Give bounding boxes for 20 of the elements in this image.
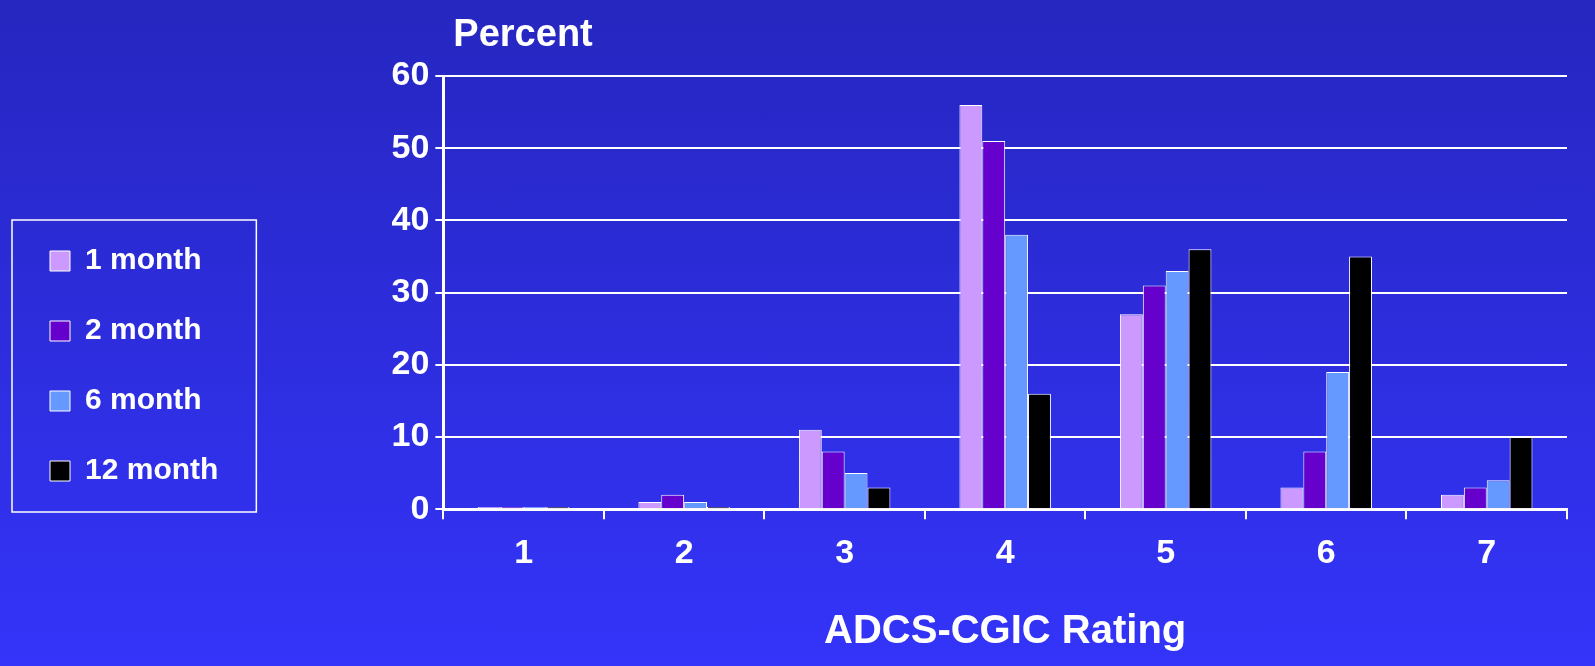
x-axis-title: ADCS-CGIC Rating [824, 607, 1187, 652]
y-tick-label: 20 [391, 343, 430, 382]
x-tick-label: 6 [1316, 531, 1336, 570]
legend-label: 2 month [85, 312, 202, 346]
x-tick-label: 4 [995, 531, 1015, 570]
y-tick-label: 40 [391, 198, 430, 237]
x-tick-label: 5 [1156, 531, 1176, 570]
y-tick-label: 10 [391, 415, 430, 454]
y-tick-label: 50 [391, 126, 430, 165]
legend-label: 12 month [85, 452, 219, 486]
legend-label: 6 month [85, 382, 202, 416]
y-tick-label: 0 [410, 487, 430, 526]
y-axis-title: Percent [453, 12, 594, 54]
y-tick-label: 30 [391, 270, 430, 309]
x-tick-label: 3 [835, 531, 855, 570]
x-tick-label: 2 [674, 531, 694, 570]
y-tick-label: 60 [391, 54, 430, 93]
legend-label: 1 month [85, 242, 202, 276]
x-tick-label: 1 [514, 531, 534, 570]
x-tick-label: 7 [1477, 531, 1497, 570]
